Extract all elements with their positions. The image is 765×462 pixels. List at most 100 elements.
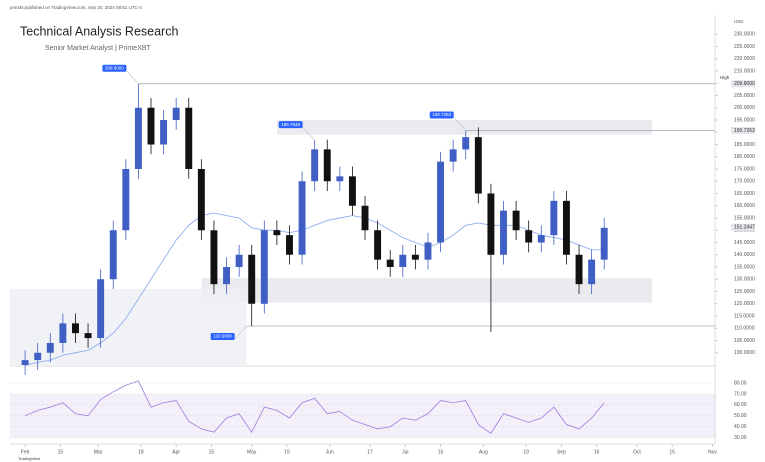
candle-body [500, 210, 507, 255]
y-tick-label: 140.0000 [734, 252, 755, 258]
y-tick-label: 165.0000 [734, 191, 755, 197]
y-tick-label: 170.0000 [734, 179, 755, 185]
candle-body [260, 230, 268, 304]
x-tick-label: 15 [438, 449, 444, 455]
y-tick-label: 230.0000 [734, 32, 755, 38]
candle-body [235, 254, 243, 267]
price-marker-label: 209.8000 [734, 81, 755, 87]
candle-body [185, 107, 193, 169]
price-marker [731, 126, 755, 134]
candle-body [197, 169, 205, 231]
annotation-box [278, 121, 303, 129]
annotation-label: 190.7263 [432, 112, 451, 117]
x-tick-label: 15 [669, 449, 675, 455]
candle-body [424, 242, 432, 260]
rsi-tick-label: 70.00 [734, 391, 747, 397]
candle-body [210, 230, 218, 285]
header: prinskt published on TradingView.com, Se… [10, 5, 142, 10]
y-tick-label: 110.0000 [734, 326, 755, 332]
candle-body [273, 230, 281, 236]
candle-body [21, 360, 29, 365]
candle-body [411, 254, 419, 260]
y-tick-label: 195.0000 [734, 117, 755, 123]
zone [10, 289, 247, 365]
x-tick-label: 15 [284, 449, 290, 455]
candle-body [223, 267, 230, 285]
annotation-box [429, 111, 454, 119]
annotation-leader [453, 117, 466, 131]
annotation-label: 209.8000 [105, 65, 124, 70]
y-tick-label: 185.0000 [734, 142, 755, 148]
candle-body [462, 137, 470, 150]
y-tick-label: 125.0000 [734, 289, 755, 295]
candle-body [562, 200, 570, 255]
candle-body [474, 137, 482, 194]
candle-body [512, 210, 520, 231]
x-tick-label: 16 [594, 449, 600, 455]
candle-body [399, 254, 407, 267]
candle-body [537, 235, 545, 243]
candle-body [286, 235, 293, 255]
y-tick-label: 160.0000 [734, 203, 755, 209]
y-tick-label: 200.0000 [734, 105, 755, 111]
candle-body [525, 230, 533, 243]
y-tick-label: 135.0000 [734, 264, 755, 270]
y-tick-label: 180.0000 [734, 154, 755, 160]
candle-body [588, 259, 596, 285]
y-tick-label: 175.0000 [734, 166, 755, 172]
candle-body [97, 279, 105, 339]
candle-body [361, 205, 369, 231]
x-tick-label: 17 [367, 449, 373, 455]
x-tick-label: 19 [523, 449, 529, 455]
y-tick-label: 225.0000 [734, 44, 755, 50]
x-tick-label: 15 [58, 449, 64, 455]
zone [201, 278, 653, 303]
annotation-leader [302, 127, 315, 141]
zone [276, 120, 653, 135]
x-tick-label: Jun [326, 449, 334, 455]
candle-body [487, 193, 495, 255]
candle-body [84, 333, 92, 339]
price-marker-label: 151.2447 [734, 225, 755, 231]
candle-body [600, 227, 608, 260]
candle-body [437, 161, 445, 243]
rsi-tick-label: 80.00 [734, 380, 747, 386]
price-marker [731, 223, 755, 231]
y-tick-label: 215.0000 [734, 68, 755, 74]
price-marker [731, 80, 755, 88]
candle-body [550, 200, 558, 236]
x-tick-label: Feb [21, 449, 30, 455]
annotation-box [102, 64, 127, 72]
footer: TradingView [18, 456, 40, 461]
candle-body [449, 149, 457, 162]
y-tick-label: 100.0000 [734, 350, 755, 356]
x-tick-label: May [247, 449, 257, 455]
candle-body [46, 342, 54, 353]
annotation-label: 186.7648 [281, 122, 300, 127]
candle-body [134, 107, 142, 169]
rsi-tick-label: 40.00 [734, 424, 747, 430]
currency: USD [734, 19, 744, 24]
candle-body [348, 176, 356, 206]
annotation-box [210, 333, 235, 341]
chart-subtitle: Senior Market Analyst | PrimeXBT [45, 45, 151, 52]
moving-average [25, 212, 605, 366]
y-tick-label: 130.0000 [734, 277, 755, 283]
rsi-tick-label: 30.00 [734, 435, 747, 441]
annotation-leader [126, 70, 139, 84]
y-tick-label: 155.0000 [734, 215, 755, 221]
candle-body [386, 259, 394, 267]
y-tick-label: 220.0000 [734, 56, 755, 62]
candle-body [72, 323, 79, 334]
x-tick-label: Sep [557, 449, 566, 455]
annotation-leader [234, 325, 247, 340]
rsi-line [24, 380, 605, 434]
candle-body [172, 107, 180, 120]
x-tick-label: Nov [708, 449, 717, 455]
x-tick-label: 18 [138, 449, 144, 455]
y-tick-label: 145.0000 [734, 240, 755, 246]
candle-body [311, 149, 319, 182]
chart-title: Technical Analysis Research [20, 24, 178, 38]
candle-body [298, 181, 306, 255]
